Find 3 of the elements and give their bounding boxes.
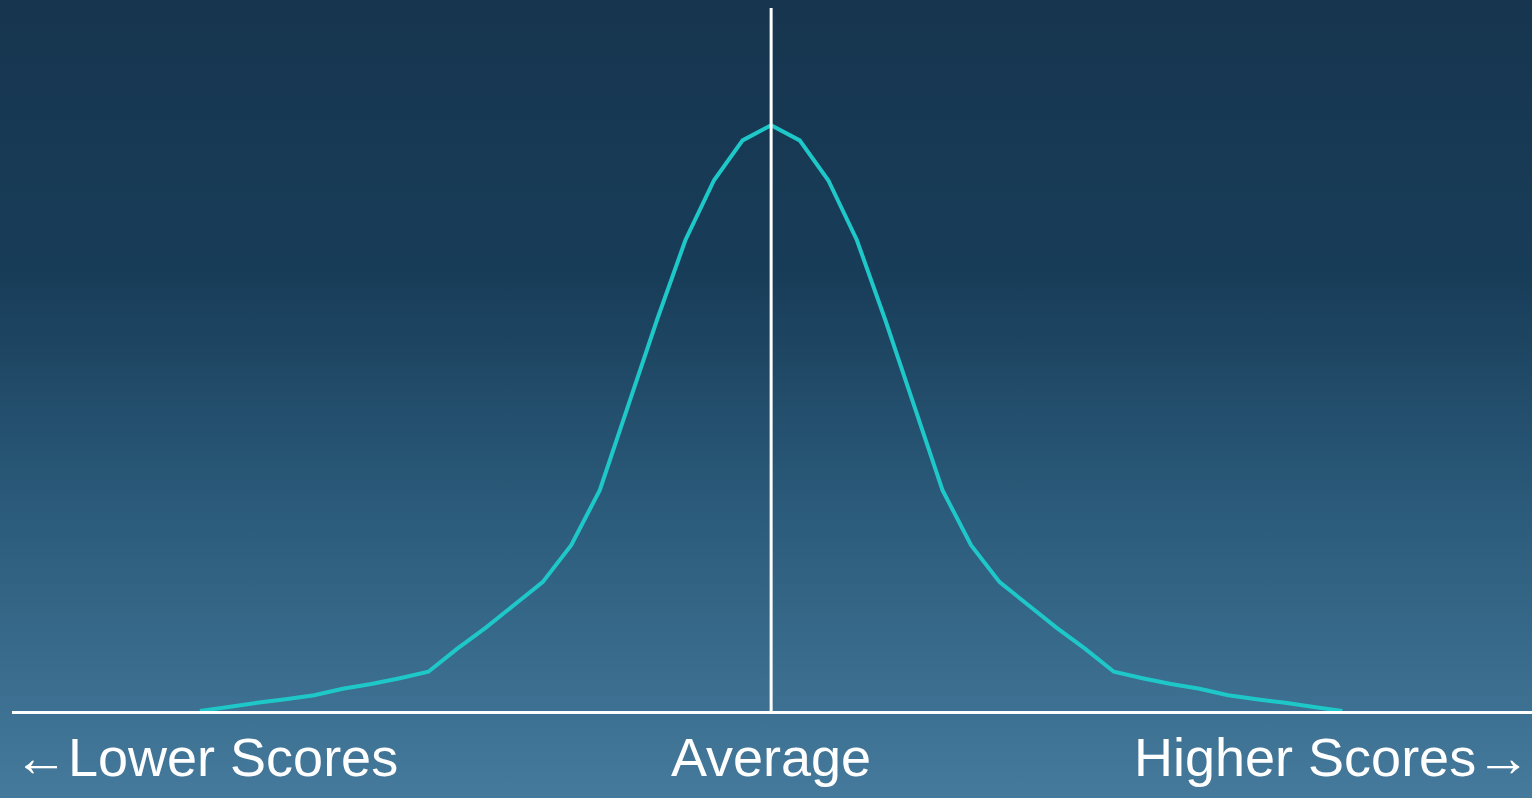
text: Higher Scores→ [1134,727,1531,787]
text: ←Lower Scores [14,727,399,787]
text: Average [671,727,872,787]
